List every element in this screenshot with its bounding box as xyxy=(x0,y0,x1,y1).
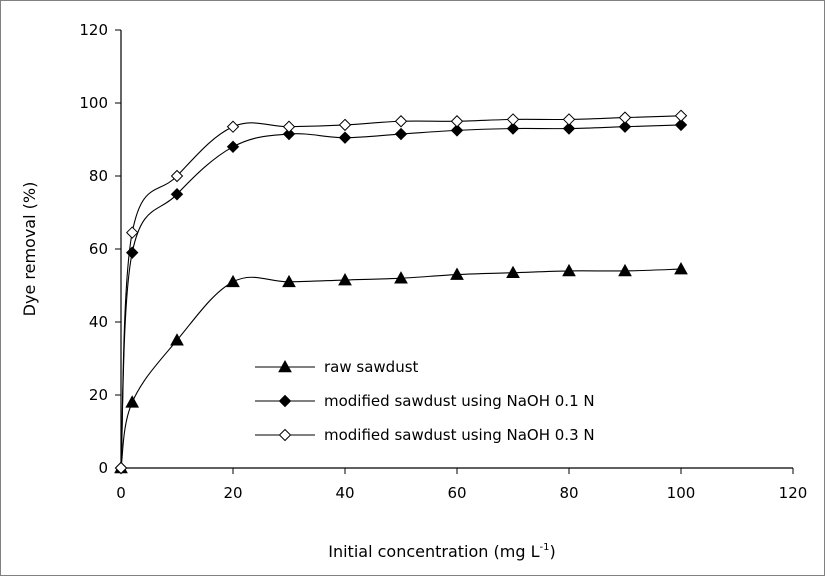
data-point xyxy=(506,122,520,135)
legend-item-1: raw sawdust xyxy=(255,358,419,376)
x-tick-label: 20 xyxy=(223,484,242,502)
y-tick-label: 80 xyxy=(89,167,108,185)
data-point xyxy=(170,188,184,201)
data-point xyxy=(338,272,352,286)
data-point xyxy=(282,120,296,133)
y-tick-label: 20 xyxy=(89,386,108,404)
data-point xyxy=(338,131,352,144)
x-axis-title-tail: ) xyxy=(549,542,555,561)
x-axis-title-superscript: -1 xyxy=(540,542,550,553)
data-point xyxy=(506,265,520,279)
y-tick-label: 0 xyxy=(98,459,108,477)
data-point xyxy=(226,120,240,133)
y-axis-title: Dye removal (%) xyxy=(20,182,39,317)
data-point xyxy=(618,120,632,133)
data-point xyxy=(394,127,408,141)
legend-label: raw sawdust xyxy=(324,358,419,376)
data-point xyxy=(226,140,240,154)
data-point xyxy=(282,274,296,288)
series-3 xyxy=(114,109,688,475)
data-point xyxy=(170,333,184,346)
x-tick-label: 100 xyxy=(667,484,696,502)
data-point xyxy=(562,122,576,135)
x-tick-label: 60 xyxy=(447,484,466,502)
x-tick-label: 0 xyxy=(116,484,126,502)
data-point xyxy=(450,267,464,280)
legend-marker xyxy=(278,359,292,373)
data-point xyxy=(562,113,576,126)
legend-label: modified sawdust using NaOH 0.3 N xyxy=(324,426,595,444)
data-point xyxy=(394,115,408,128)
data-point xyxy=(562,263,576,277)
y-tick-label: 100 xyxy=(79,94,108,112)
data-point xyxy=(170,169,184,183)
x-tick-label: 80 xyxy=(559,484,578,502)
x-tick-label: 40 xyxy=(335,484,354,502)
y-tick-label: 120 xyxy=(79,21,108,39)
data-point xyxy=(618,111,632,124)
legend-item-2: modified sawdust using NaOH 0.1 N xyxy=(255,392,595,410)
x-axis-title-main: Initial concentration (mg L xyxy=(328,542,539,561)
data-point xyxy=(125,226,139,239)
legend-label: modified sawdust using NaOH 0.1 N xyxy=(324,392,595,410)
y-tick-label: 40 xyxy=(89,313,108,331)
data-point xyxy=(114,461,128,475)
data-point xyxy=(394,271,408,284)
data-point xyxy=(450,115,464,128)
x-tick-label: 120 xyxy=(779,484,808,502)
data-point xyxy=(338,118,352,132)
data-point xyxy=(674,118,688,132)
data-point xyxy=(674,262,688,275)
y-tick-label: 60 xyxy=(89,240,108,258)
legend-marker xyxy=(278,428,292,442)
data-point xyxy=(125,395,140,408)
legend-marker xyxy=(278,394,292,408)
data-point xyxy=(282,127,296,141)
data-point xyxy=(450,124,464,137)
x-axis-title: Initial concentration (mg L-1) xyxy=(328,542,555,561)
data-point xyxy=(674,109,688,122)
data-point xyxy=(506,113,520,126)
data-point xyxy=(618,263,632,277)
legend-item-3: modified sawdust using NaOH 0.3 N xyxy=(255,426,595,444)
data-point xyxy=(226,274,240,288)
